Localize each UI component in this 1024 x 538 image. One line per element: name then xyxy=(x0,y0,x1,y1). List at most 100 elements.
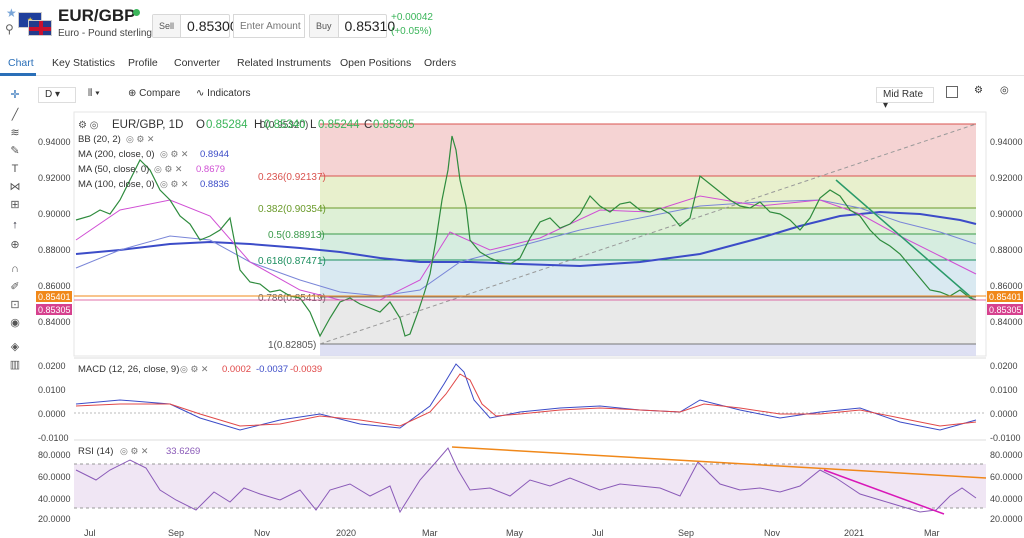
macd-left-tick: -0.0100 xyxy=(38,433,69,443)
macd-controls-icon[interactable]: ◎ ⚙ ✕ xyxy=(180,364,208,374)
pin-icon[interactable]: ⚲ xyxy=(5,22,14,36)
left-axis-tick: 0.84000 xyxy=(38,317,71,327)
pattern-icon[interactable]: ⋈ xyxy=(9,181,21,193)
price-change-percent: (+0.05%) xyxy=(391,26,432,37)
rsi-left-tick: 60.0000 xyxy=(38,472,71,482)
x-axis: Jul Sep Nov 2020 Mar May Jul Sep Nov 202… xyxy=(84,528,940,538)
tab-related-instruments[interactable]: Related Instruments xyxy=(237,57,331,69)
indicator-ma100-label: MA (100, close, 0) xyxy=(78,179,155,190)
indicator-ma200-value: 0.8944 xyxy=(200,149,229,160)
rsi-controls-icon[interactable]: ◎ ⚙ ✕ xyxy=(120,446,148,456)
fullscreen-icon[interactable] xyxy=(946,86,958,98)
right-axis-tick: 0.94000 xyxy=(990,137,1023,147)
tab-chart[interactable]: Chart xyxy=(8,57,34,69)
ohlc-o-label: O xyxy=(196,119,205,131)
fib-label-5: 0.5(0.88913) xyxy=(268,230,325,241)
indicator-ma50-controls-icon[interactable]: ◎ ⚙ ✕ xyxy=(154,164,182,174)
macd-label: MACD (12, 26, close, 9) xyxy=(78,364,179,375)
indicator-ma100-controls-icon[interactable]: ◎ ⚙ ✕ xyxy=(160,179,188,189)
sell-button[interactable]: Sell 0.85300 xyxy=(152,14,238,38)
rsi-right-tick: 80.0000 xyxy=(990,450,1023,460)
arrow-icon[interactable]: ↑ xyxy=(12,219,18,231)
rsi-right-tick: 40.0000 xyxy=(990,494,1023,504)
indicator-ma50-value: 0.8679 xyxy=(196,164,225,175)
trash-icon[interactable]: ▥ xyxy=(9,359,21,371)
magnet-icon[interactable]: ∩ xyxy=(11,263,19,275)
tab-orders[interactable]: Orders xyxy=(424,57,457,69)
right-last-price-tag: 0.85401 xyxy=(989,292,1022,302)
x-axis-label: Nov xyxy=(764,528,781,538)
left-price-axis: 0.94000 0.92000 0.90000 0.88000 0.86000 … xyxy=(38,137,71,327)
zoom-icon[interactable]: ⊕ xyxy=(10,239,20,251)
fib-zone-6 xyxy=(320,344,976,356)
lock-icon[interactable]: ⊡ xyxy=(10,299,20,311)
x-axis-label: Jul xyxy=(592,528,604,538)
compare-button[interactable]: ⊕ Compare xyxy=(128,88,181,99)
indicators-label: Indicators xyxy=(207,88,251,99)
sell-label: Sell xyxy=(153,15,182,37)
right-axis-tick: 0.90000 xyxy=(990,209,1023,219)
buy-button[interactable]: Buy 0.85310 xyxy=(309,14,395,38)
rsi-right-axis: 80.0000 60.0000 40.0000 20.0000 xyxy=(990,450,1023,524)
rsi-pink-trendline xyxy=(823,469,945,515)
rsi-right-tick: 20.0000 xyxy=(990,514,1023,524)
measure-icon[interactable]: ⊞ xyxy=(10,199,20,211)
pair-description: Euro - Pound sterling xyxy=(58,28,152,39)
left-axis-tick: 0.94000 xyxy=(38,137,71,147)
tab-open-positions[interactable]: Open Positions xyxy=(340,57,412,69)
left-axis-tick: 0.88000 xyxy=(38,245,71,255)
right-last-price-tag-bg xyxy=(987,291,1023,302)
right-axis-tick: 0.92000 xyxy=(990,173,1023,183)
buy-price: 0.85310 xyxy=(344,18,396,34)
trend-line-icon[interactable]: ╱ xyxy=(11,109,19,121)
fib-label-786: 0.786(0.85419) xyxy=(258,293,326,304)
rsi-value: 33.6269 xyxy=(166,446,200,457)
indicators-button[interactable]: ∿ Indicators xyxy=(196,88,251,99)
text-icon[interactable]: T xyxy=(11,163,19,175)
amount-input[interactable] xyxy=(233,14,305,38)
live-status-dot xyxy=(133,9,140,16)
layers-icon[interactable]: ◈ xyxy=(10,341,20,353)
rsi-orange-trendline xyxy=(451,446,987,479)
settings-mini-icon[interactable]: ⚙ ◎ xyxy=(78,120,99,131)
brush-icon[interactable]: ✎ xyxy=(10,145,20,157)
ohlc-c-value: 0.85305 xyxy=(373,119,415,131)
tab-key-statistics[interactable]: Key Statistics xyxy=(52,57,116,69)
fib-zone-3 xyxy=(320,234,976,260)
macd-signal-line xyxy=(75,373,977,427)
ohlc-l-value: 0.85244 xyxy=(318,119,360,131)
left-current-price-tag: 0.85305 xyxy=(38,305,71,315)
fib-tool-icon[interactable]: ≋ xyxy=(10,127,20,139)
price-mode-select[interactable]: Mid Rate ▾ xyxy=(876,87,934,111)
chart-toolbar: D ▾ ⫴ ▾ ⊕ Compare ∿ Indicators Mid Rate … xyxy=(30,82,1024,111)
crosshair-icon[interactable]: ✛ xyxy=(10,89,20,101)
ohlc-c-label: C xyxy=(364,119,372,131)
interval-select[interactable]: D ▾ xyxy=(38,87,76,103)
camera-icon[interactable]: ◎ xyxy=(1000,85,1009,96)
rsi-left-tick: 20.0000 xyxy=(38,514,71,524)
x-axis-label: Mar xyxy=(422,528,438,538)
eye-icon[interactable]: ◉ xyxy=(10,317,20,329)
rsi-line xyxy=(75,447,977,514)
settings-gear-icon[interactable]: ⚙ xyxy=(974,85,983,96)
tab-profile[interactable]: Profile xyxy=(128,57,158,69)
macd-value-3: -0.0039 xyxy=(290,364,322,375)
chart-type-button[interactable]: ⫴ ▾ xyxy=(88,88,100,99)
macd-left-tick: 0.0000 xyxy=(38,409,66,419)
macd-left-tick: 0.0200 xyxy=(38,361,66,371)
rsi-left-axis: 80.0000 60.0000 40.0000 20.0000 xyxy=(38,450,71,524)
currency-flags: ★ xyxy=(18,12,52,36)
indicator-ma200-controls-icon[interactable]: ◎ ⚙ ✕ xyxy=(160,149,188,159)
active-tab-indicator xyxy=(0,73,36,76)
macd-right-tick: 0.0100 xyxy=(990,385,1018,395)
tab-converter[interactable]: Converter xyxy=(174,57,221,69)
star-icon[interactable]: ★ xyxy=(6,6,17,20)
left-current-price-tag-bg xyxy=(36,304,72,315)
pencil-lock-icon[interactable]: ✐ xyxy=(10,281,20,293)
x-axis-label: Jul xyxy=(84,528,96,538)
indicator-bb-controls-icon[interactable]: ◎ ⚙ ✕ xyxy=(126,134,154,144)
right-current-price-tag: 0.85305 xyxy=(989,305,1022,315)
downtrend-line xyxy=(835,179,973,299)
macd-right-tick: -0.0100 xyxy=(990,433,1021,443)
